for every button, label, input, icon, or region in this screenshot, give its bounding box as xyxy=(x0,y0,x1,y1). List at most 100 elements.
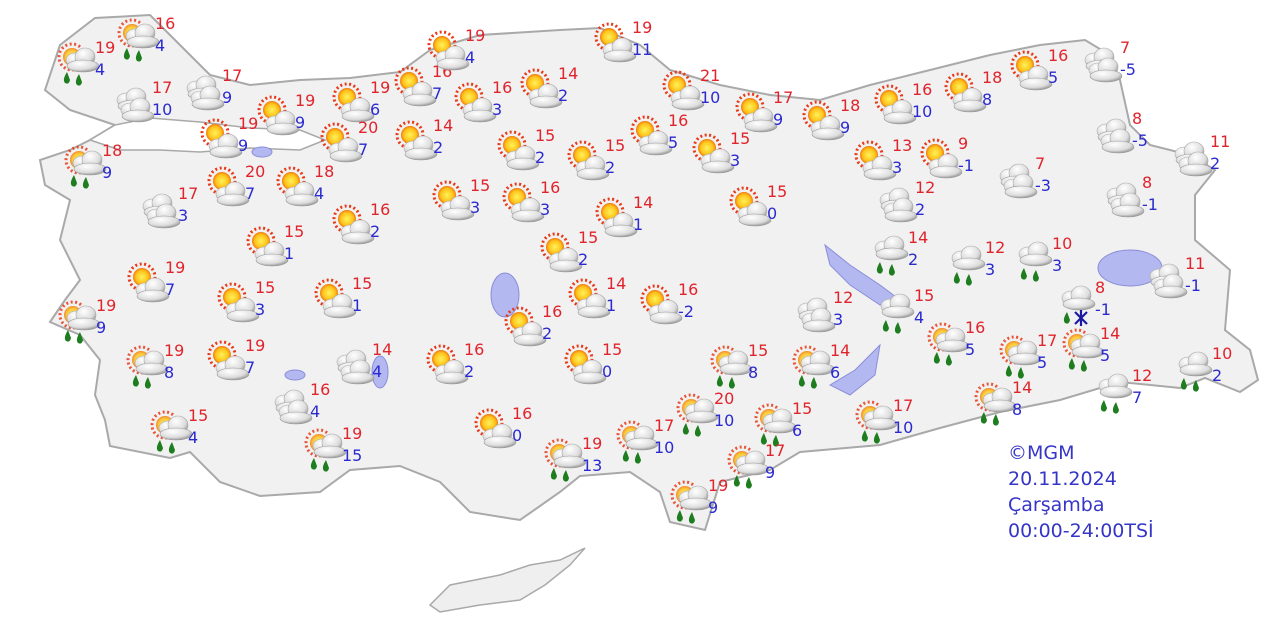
station-forecast: 19 15 xyxy=(302,424,382,476)
max-temp: 9 xyxy=(958,134,969,153)
min-temp: 1 xyxy=(352,296,363,315)
min-temp: 9 xyxy=(765,463,776,482)
max-temp: 15 xyxy=(730,129,751,148)
partly-cloudy-icon xyxy=(474,408,517,449)
max-temp: 14 xyxy=(558,64,579,83)
station-forecast: 20 7 xyxy=(318,118,398,170)
sun-shower-icon xyxy=(57,42,100,86)
station-forecast: 9 -1 xyxy=(918,134,998,186)
max-temp: 16 xyxy=(370,200,391,219)
station-forecast: 15 3 xyxy=(430,176,510,228)
station-forecast: 11 2 xyxy=(1170,132,1250,184)
min-temp: 2 xyxy=(578,250,589,269)
station-forecast: 15 2 xyxy=(565,136,645,188)
station-forecast: 19 7 xyxy=(125,258,205,310)
min-temp: -1 xyxy=(1185,276,1201,295)
max-temp: 8 xyxy=(1095,278,1106,297)
station-forecast: 19 9 xyxy=(56,296,136,348)
partly-cloudy-icon xyxy=(662,70,705,111)
min-temp: -3 xyxy=(1035,176,1051,195)
partly-cloudy-icon xyxy=(802,100,845,141)
station-forecast: 14 2 xyxy=(518,64,598,116)
min-temp: 3 xyxy=(470,198,481,217)
map-legend: ©MGM 20.11.2024 Çarşamba 00:00-24:00TSİ xyxy=(1008,440,1154,544)
max-temp: 15 xyxy=(578,228,599,247)
partly-cloudy-icon xyxy=(432,180,475,221)
min-temp: 8 xyxy=(1012,400,1023,419)
min-temp: 4 xyxy=(188,428,199,447)
forecast-period: 00:00-24:00TSİ xyxy=(1008,520,1154,542)
sun-shower-icon xyxy=(64,145,107,189)
partly-cloudy-icon xyxy=(594,22,637,63)
max-temp: 14 xyxy=(433,116,454,135)
max-temp: 19 xyxy=(295,91,316,110)
station-forecast: 17 10 xyxy=(853,396,933,448)
partly-cloudy-icon xyxy=(735,92,778,133)
station-forecast: 19 9 xyxy=(255,91,335,143)
min-temp: 7 xyxy=(245,184,256,203)
partly-cloudy-icon xyxy=(332,82,375,123)
station-forecast: 20 7 xyxy=(205,162,285,214)
station-forecast: 15 3 xyxy=(215,278,295,330)
sun-shower-icon xyxy=(927,322,970,366)
min-temp: 5 xyxy=(1100,346,1111,365)
max-temp: 20 xyxy=(358,118,379,137)
min-temp: 7 xyxy=(245,358,256,377)
max-temp: 13 xyxy=(892,136,913,155)
min-temp: 8 xyxy=(164,363,175,382)
station-forecast: 10 3 xyxy=(1012,234,1092,286)
min-temp: 9 xyxy=(102,163,113,182)
station-forecast: 17 10 xyxy=(614,416,694,468)
max-temp: 17 xyxy=(1037,331,1058,350)
partly-cloudy-icon xyxy=(874,84,917,125)
max-temp: 15 xyxy=(602,340,623,359)
max-temp: 16 xyxy=(678,280,699,299)
rain-icon xyxy=(1098,373,1133,414)
max-temp: 18 xyxy=(314,162,335,181)
max-temp: 14 xyxy=(606,274,627,293)
sun-shower-icon xyxy=(974,382,1017,426)
max-temp: 17 xyxy=(893,396,914,415)
rain-icon xyxy=(1178,351,1213,392)
station-forecast: 17 10 xyxy=(112,78,192,130)
max-temp: 19 xyxy=(245,336,266,355)
station-forecast: 16 2 xyxy=(502,302,582,354)
min-temp: 2 xyxy=(542,324,553,343)
station-forecast: 20 10 xyxy=(674,389,754,441)
station-forecast: 16 4 xyxy=(270,380,350,432)
partly-cloudy-icon xyxy=(692,133,735,174)
partly-cloudy-icon xyxy=(207,166,250,207)
station-forecast: 17 9 xyxy=(733,88,813,140)
partly-cloudy-icon xyxy=(640,284,683,325)
min-temp: 6 xyxy=(830,363,841,382)
max-temp: 16 xyxy=(155,14,176,33)
max-temp: 15 xyxy=(914,286,935,305)
min-temp: 4 xyxy=(310,402,321,421)
min-temp: 2 xyxy=(605,158,616,177)
station-forecast: 8 -1 xyxy=(1055,278,1135,330)
lake-egirdir xyxy=(284,369,306,381)
station-forecast: 15 8 xyxy=(708,341,788,393)
min-temp: 2 xyxy=(535,148,546,167)
min-temp: 3 xyxy=(985,260,996,279)
max-temp: 14 xyxy=(830,341,851,360)
partly-cloudy-icon xyxy=(564,344,607,385)
station-forecast: 8 -1 xyxy=(1102,173,1182,225)
max-temp: 15 xyxy=(352,274,373,293)
station-forecast: 19 6 xyxy=(330,78,410,130)
sun-shower-icon xyxy=(754,403,797,447)
partly-cloudy-icon xyxy=(944,72,987,113)
cloudy-icon xyxy=(142,193,181,229)
partly-cloudy-icon xyxy=(504,306,547,347)
cloudy-icon xyxy=(274,389,313,425)
station-forecast: 11 -1 xyxy=(1145,254,1225,306)
forecast-date: 20.11.2024 xyxy=(1008,468,1117,490)
partly-cloudy-icon xyxy=(207,340,250,381)
min-temp: 2 xyxy=(915,200,926,219)
station-forecast: 19 11 xyxy=(592,18,672,70)
min-temp: 7 xyxy=(165,280,176,299)
station-forecast: 16 3 xyxy=(500,178,580,230)
partly-cloudy-icon xyxy=(630,115,673,156)
min-temp: 2 xyxy=(433,138,444,157)
max-temp: 14 xyxy=(372,340,393,359)
